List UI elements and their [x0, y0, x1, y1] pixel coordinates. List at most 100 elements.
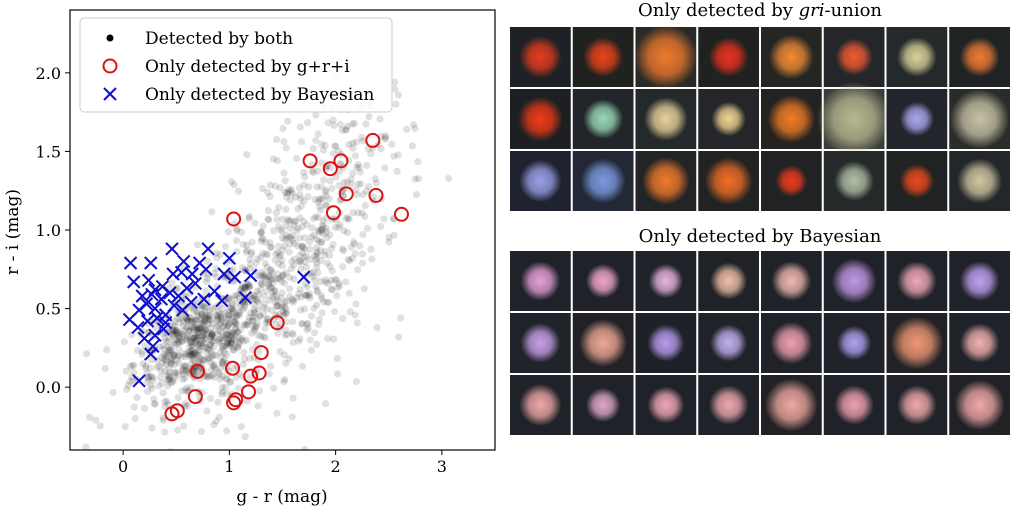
- point-detected-by-both: [219, 358, 227, 366]
- point-detected-by-both: [176, 318, 184, 327]
- point-detected-by-both: [315, 228, 323, 236]
- point-detected-by-both: [265, 282, 273, 290]
- point-detected-by-both: [257, 332, 265, 340]
- point-detected-by-both: [231, 318, 239, 327]
- point-detected-by-both: [179, 327, 187, 336]
- cutout-thumbnail: [761, 375, 822, 435]
- point-detected-by-both: [340, 178, 348, 187]
- point-detected-by-both: [323, 298, 331, 306]
- point-only-bayesian: [145, 287, 159, 302]
- point-detected-by-both: [120, 338, 129, 346]
- point-detected-by-both: [331, 223, 339, 231]
- point-detected-by-both: [253, 295, 261, 304]
- point-detected-by-both: [236, 326, 244, 334]
- point-detected-by-both: [362, 187, 371, 195]
- point-detected-by-both: [188, 347, 196, 355]
- point-detected-by-both: [303, 119, 312, 127]
- point-detected-by-both: [319, 298, 328, 306]
- point-detected-by-both: [192, 334, 200, 342]
- point-detected-by-both: [288, 296, 296, 304]
- point-detected-by-both: [227, 339, 235, 347]
- point-detected-by-both: [167, 360, 175, 368]
- point-detected-by-both: [232, 324, 240, 333]
- point-detected-by-both: [273, 297, 282, 305]
- point-detected-by-both: [217, 328, 225, 336]
- point-detected-by-both: [143, 378, 151, 386]
- point-detected-by-both: [411, 124, 419, 133]
- point-detected-by-both: [313, 301, 321, 309]
- point-detected-by-both: [145, 372, 153, 381]
- point-detected-by-both: [302, 291, 310, 299]
- point-detected-by-both: [376, 115, 384, 123]
- point-detected-by-both: [392, 100, 400, 108]
- point-detected-by-both: [215, 327, 223, 335]
- point-detected-by-both: [204, 316, 212, 324]
- point-detected-by-both: [196, 323, 204, 331]
- point-detected-by-both: [302, 320, 311, 328]
- point-only-gri: [187, 389, 203, 405]
- point-detected-by-both: [258, 185, 267, 193]
- point-detected-by-both: [235, 308, 243, 316]
- point-detected-by-both: [245, 213, 254, 221]
- point-detected-by-both: [155, 363, 163, 371]
- point-detected-by-both: [253, 272, 261, 280]
- point-detected-by-both: [214, 313, 222, 321]
- point-detected-by-both: [188, 350, 196, 358]
- point-detected-by-both: [279, 246, 287, 254]
- point-detected-by-both: [206, 315, 214, 324]
- point-detected-by-both: [223, 315, 232, 323]
- point-detected-by-both: [216, 335, 224, 343]
- point-detected-by-both: [198, 311, 206, 320]
- point-only-bayesian: [188, 276, 203, 291]
- point-detected-by-both: [271, 256, 279, 264]
- point-detected-by-both: [358, 259, 366, 267]
- point-detected-by-both: [175, 333, 183, 341]
- point-detected-by-both: [218, 390, 226, 398]
- point-detected-by-both: [303, 283, 311, 291]
- point-detected-by-both: [233, 328, 241, 336]
- point-detected-by-both: [101, 364, 109, 373]
- point-only-bayesian: [123, 256, 138, 270]
- point-detected-by-both: [319, 146, 328, 154]
- point-detected-by-both: [160, 345, 168, 353]
- point-detected-by-both: [249, 313, 257, 321]
- panel-title-bayesian: Only detected by Bayesian: [639, 226, 882, 247]
- point-detected-by-both: [313, 183, 321, 191]
- point-detected-by-both: [342, 126, 350, 134]
- point-detected-by-both: [92, 416, 100, 424]
- point-detected-by-both: [191, 369, 200, 377]
- point-detected-by-both: [170, 329, 178, 337]
- point-detected-by-both: [236, 286, 245, 294]
- point-detected-by-both: [202, 315, 210, 323]
- point-detected-by-both: [284, 216, 292, 224]
- point-detected-by-both: [326, 163, 335, 172]
- y-tick-label: 0.0: [36, 378, 61, 397]
- point-detected-by-both: [82, 443, 90, 450]
- point-detected-by-both: [356, 242, 364, 250]
- point-detected-by-both: [224, 307, 233, 315]
- point-only-gri: [225, 360, 241, 376]
- point-detected-by-both: [187, 383, 195, 392]
- point-detected-by-both: [207, 347, 215, 356]
- point-detected-by-both: [321, 141, 329, 149]
- point-only-bayesian: [140, 314, 155, 328]
- point-detected-by-both: [298, 362, 307, 370]
- point-detected-by-both: [349, 209, 357, 217]
- gri-union-cutout-panel: Only detected by gri-union: [509, 0, 1011, 212]
- point-detected-by-both: [264, 206, 273, 215]
- point-only-bayesian: [139, 297, 154, 311]
- point-detected-by-both: [341, 126, 350, 134]
- point-detected-by-both: [181, 374, 189, 382]
- point-detected-by-both: [161, 398, 169, 406]
- point-detected-by-both: [310, 329, 319, 337]
- point-detected-by-both: [203, 314, 211, 322]
- cutout-grid-gri-union: [509, 25, 1011, 212]
- point-detected-by-both: [197, 340, 205, 348]
- y-tick-label: 1.5: [36, 142, 61, 161]
- point-detected-by-both: [254, 298, 262, 306]
- point-detected-by-both: [257, 253, 265, 261]
- point-detected-by-both: [201, 307, 209, 315]
- point-detected-by-both: [192, 308, 201, 316]
- point-detected-by-both: [254, 402, 262, 410]
- x-tick: 0: [118, 450, 128, 476]
